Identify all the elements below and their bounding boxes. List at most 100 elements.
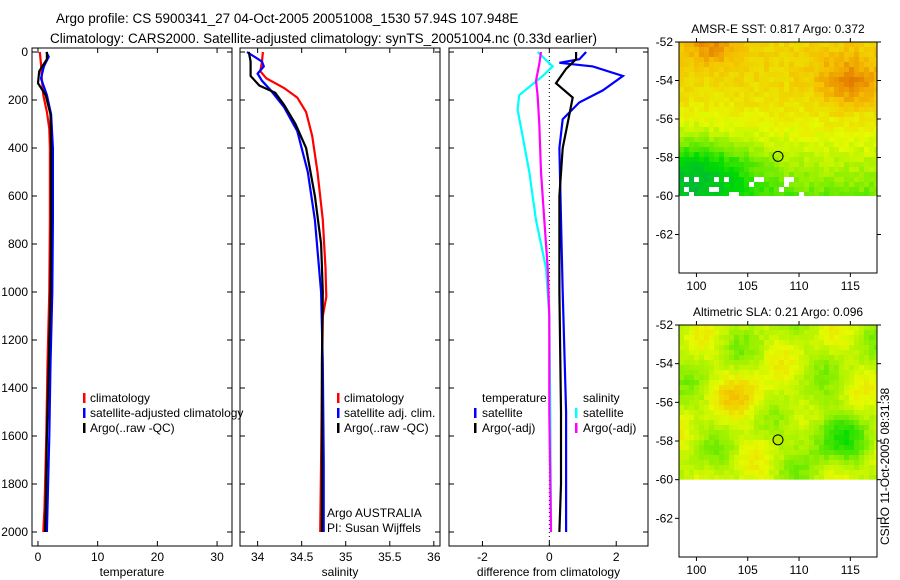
- map-cell: [684, 42, 689, 47]
- map-cell: [859, 87, 864, 92]
- map-cell: [874, 390, 877, 395]
- map-cell: [814, 137, 819, 142]
- map-cell: [769, 42, 774, 47]
- map-cell: [809, 87, 814, 92]
- map-cell: [849, 182, 854, 187]
- map-cell: [869, 455, 874, 460]
- map-cell: [704, 400, 709, 405]
- map-cell: [869, 132, 874, 137]
- map-cell: [679, 450, 684, 455]
- map-cell: [794, 395, 799, 400]
- map-cell: [789, 97, 794, 102]
- map-cell: [699, 77, 704, 82]
- map-cell: [684, 97, 689, 102]
- map-cell: [819, 162, 824, 167]
- x-tick-label: 20: [151, 550, 165, 564]
- map-cell: [694, 360, 699, 365]
- map-cell: [864, 470, 869, 475]
- map-cell: [814, 152, 819, 157]
- map-cell: [874, 172, 877, 177]
- map-cell: [719, 52, 724, 57]
- map-cell: [769, 400, 774, 405]
- map-cell: [819, 400, 824, 405]
- map-cell: [789, 330, 794, 335]
- map-cell: [699, 162, 704, 167]
- map-cell: [839, 420, 844, 425]
- map-cell: [819, 460, 824, 465]
- map-cell: [744, 445, 749, 450]
- map-cell: [684, 107, 689, 112]
- map-cell: [874, 137, 877, 142]
- map-cell: [744, 430, 749, 435]
- map-cell: [749, 87, 754, 92]
- map-cell: [769, 177, 774, 182]
- map-cell: [699, 62, 704, 67]
- map-cell: [874, 122, 877, 127]
- x-tick-label: 110: [789, 279, 808, 293]
- map-cell: [819, 395, 824, 400]
- map-cell: [859, 192, 864, 196]
- map-cell: [804, 425, 809, 430]
- map-cell: [804, 72, 809, 77]
- map-cell: [799, 162, 804, 167]
- map-cell: [684, 122, 689, 127]
- map-cell: [814, 102, 819, 107]
- map-cell: [784, 445, 789, 450]
- map-cell: [799, 152, 804, 157]
- map-cell: [764, 77, 769, 82]
- map-cell: [759, 42, 764, 47]
- map-cell: [799, 415, 804, 420]
- map-cell: [854, 360, 859, 365]
- map-cell: [784, 122, 789, 127]
- map-cell: [829, 380, 834, 385]
- map-cell: [859, 157, 864, 162]
- map-cell: [794, 470, 799, 475]
- map-cell: [764, 127, 769, 132]
- map-cell: [869, 365, 874, 370]
- map-cell: [679, 430, 684, 435]
- legend-swatch-climatology: [83, 393, 86, 403]
- map-cell: [789, 72, 794, 77]
- map-cell: [749, 330, 754, 335]
- map-cell: [814, 192, 819, 196]
- map-cell: [874, 97, 877, 102]
- map-cell: [694, 345, 699, 350]
- map-cell: [874, 375, 877, 380]
- map-cell: [694, 87, 699, 92]
- map-cell: [744, 400, 749, 405]
- map-cell: [839, 470, 844, 475]
- map-cell: [699, 465, 704, 470]
- map-cell: [829, 42, 834, 47]
- map-cell: [769, 465, 774, 470]
- map-cell: [779, 67, 784, 72]
- map-cell: [874, 77, 877, 82]
- map-cell: [724, 325, 729, 330]
- map-cell: [729, 345, 734, 350]
- map-cell: [774, 177, 779, 182]
- map-cell: [799, 420, 804, 425]
- map-cell: [754, 57, 759, 62]
- map-cell: [729, 455, 734, 460]
- map-cell: [874, 465, 877, 470]
- map-cell: [699, 430, 704, 435]
- map-cell: [684, 72, 689, 77]
- map-cell: [694, 52, 699, 57]
- map-cell: [709, 117, 714, 122]
- map-cell: [729, 42, 734, 47]
- map-cell: [854, 42, 859, 47]
- map-cell: [834, 385, 839, 390]
- map-cell: [849, 162, 854, 167]
- map-cell: [719, 57, 724, 62]
- map-cell: [699, 385, 704, 390]
- map-cell: [859, 440, 864, 445]
- map-cell: [719, 470, 724, 475]
- map-cell: [829, 415, 834, 420]
- map-cell: [824, 177, 829, 182]
- map-cell: [704, 52, 709, 57]
- map-cell: [864, 87, 869, 92]
- map-cell: [764, 162, 769, 167]
- map-cell: [754, 157, 759, 162]
- map-cell: [744, 425, 749, 430]
- map-cell: [799, 340, 804, 345]
- map-cell: [709, 395, 714, 400]
